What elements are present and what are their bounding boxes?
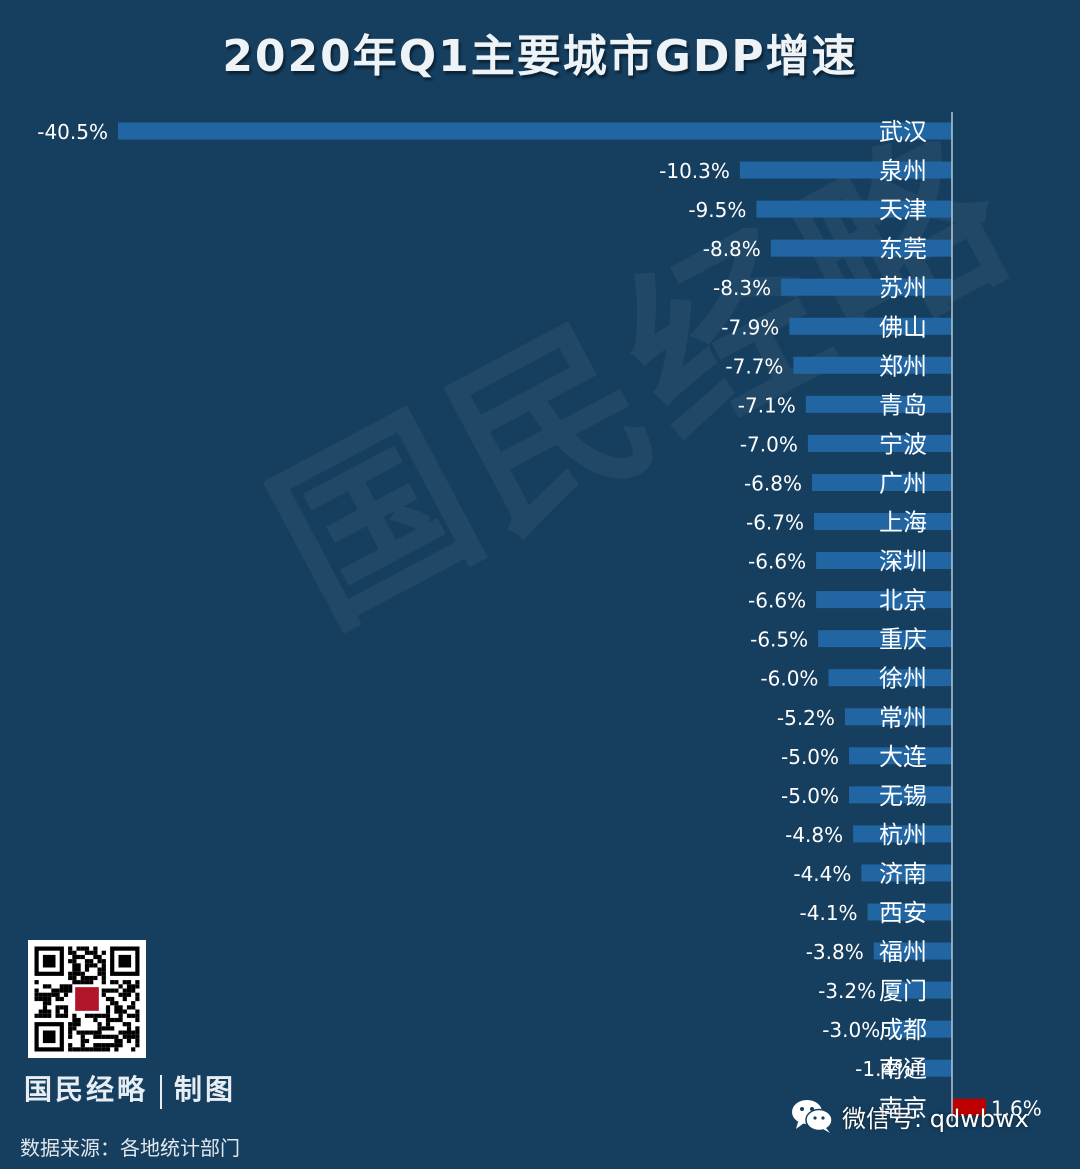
bar-22 xyxy=(886,981,952,999)
value-label: -7.7% xyxy=(725,354,783,378)
bar-24 xyxy=(923,1059,952,1077)
bar-7 xyxy=(805,395,952,413)
bar-23 xyxy=(890,1020,952,1038)
bar-14 xyxy=(828,669,952,687)
value-label: -6.8% xyxy=(744,471,802,495)
value-label: -3.2% xyxy=(818,979,876,1003)
category-label: 徐州 xyxy=(879,665,927,693)
bar-19 xyxy=(861,864,952,882)
category-label: 成都 xyxy=(879,1016,927,1044)
category-label: 重庆 xyxy=(879,626,927,654)
category-label: 东莞 xyxy=(879,235,927,263)
brand-separator xyxy=(160,1074,163,1109)
category-label: 福州 xyxy=(879,938,927,966)
bar-13 xyxy=(818,630,952,648)
value-label: 1.6% xyxy=(991,1096,1042,1120)
value-labels-group: -40.5% -10.3% -9.5% -8.8% -8.3% -7.9% -7.7% -7.… xyxy=(37,120,1042,1120)
wechat-id: 微信号: qdwbwx xyxy=(790,1098,1029,1134)
bar-20 xyxy=(867,903,952,921)
bar-25 xyxy=(953,1098,986,1116)
category-label: 武汉 xyxy=(879,118,927,146)
chart-title: 2020年Q1主要城市GDP增速 xyxy=(222,31,858,82)
value-label: -9.5% xyxy=(688,198,746,222)
value-label: -1.4% xyxy=(855,1057,913,1081)
category-label: 厦门 xyxy=(879,977,927,1005)
value-label: -40.5% xyxy=(37,120,108,144)
category-labels-group: 武汉泉州天津东莞苏州佛山郑州青岛宁波广州上海深圳北京重庆徐州常州大连无锡杭州济南… xyxy=(879,118,927,1122)
category-label: 南京 xyxy=(879,1094,927,1122)
value-label: -7.0% xyxy=(740,432,798,456)
category-label: 北京 xyxy=(879,587,927,615)
bar-11 xyxy=(816,552,952,570)
value-label: -5.0% xyxy=(781,784,839,808)
brand-line: 国民经略 制图 xyxy=(24,1068,236,1109)
value-label: -3.8% xyxy=(806,940,864,964)
bar-6 xyxy=(793,356,952,374)
value-label: -6.5% xyxy=(750,628,808,652)
bar-15 xyxy=(844,708,952,726)
value-label: -6.0% xyxy=(760,667,818,691)
qr-code xyxy=(28,940,146,1058)
brand-name: 国民经略 xyxy=(24,1073,149,1106)
value-label: -5.2% xyxy=(777,706,835,730)
bar-16 xyxy=(849,747,952,765)
value-label: -7.1% xyxy=(738,393,796,417)
bar-5 xyxy=(789,317,952,335)
bar-12 xyxy=(816,591,952,609)
bar-3 xyxy=(770,239,952,257)
category-label: 佛山 xyxy=(879,313,927,341)
bar-0 xyxy=(118,122,952,140)
value-label: -10.3% xyxy=(659,159,730,183)
category-label: 无锡 xyxy=(879,782,927,810)
bar-10 xyxy=(814,513,952,530)
value-label: -3.0% xyxy=(822,1018,880,1042)
value-label: -5.0% xyxy=(781,745,839,769)
value-label: -8.3% xyxy=(713,276,771,300)
value-label: -8.8% xyxy=(703,237,761,261)
wechat-text: 微信号: qdwbwx xyxy=(842,1104,1029,1133)
bar-4 xyxy=(781,278,952,296)
bars-group xyxy=(118,122,986,1116)
category-label: 大连 xyxy=(879,743,927,771)
value-label: -7.9% xyxy=(721,315,779,339)
category-label: 青岛 xyxy=(879,391,927,419)
category-label: 常州 xyxy=(879,704,927,732)
category-label: 杭州 xyxy=(879,821,927,849)
category-label: 广州 xyxy=(879,469,927,497)
category-label: 苏州 xyxy=(879,274,927,302)
category-label: 济南 xyxy=(879,860,927,888)
category-label: 上海 xyxy=(879,509,927,537)
category-label: 南通 xyxy=(879,1055,927,1083)
category-label: 泉州 xyxy=(879,157,927,185)
value-label: -4.4% xyxy=(793,862,851,886)
bar-1 xyxy=(739,161,952,179)
bar-18 xyxy=(853,825,952,843)
value-label: -6.6% xyxy=(748,550,806,574)
value-label: -6.6% xyxy=(748,589,806,613)
category-label: 西安 xyxy=(879,899,927,927)
category-label: 宁波 xyxy=(879,430,927,458)
category-label: 天津 xyxy=(879,196,927,224)
bar-9 xyxy=(811,473,952,491)
bar-21 xyxy=(873,942,952,960)
data-source: 数据来源：各地统计部门 xyxy=(20,1136,240,1160)
value-label: -6.7% xyxy=(746,511,804,535)
wechat-icon xyxy=(792,1100,833,1133)
bar-8 xyxy=(807,434,952,452)
value-label: -4.1% xyxy=(800,901,858,925)
category-label: 深圳 xyxy=(879,548,927,576)
brand-suffix: 制图 xyxy=(174,1073,237,1106)
category-label: 郑州 xyxy=(879,352,927,380)
value-label: -4.8% xyxy=(785,823,843,847)
bar-17 xyxy=(849,786,952,804)
bar-2 xyxy=(756,200,952,218)
